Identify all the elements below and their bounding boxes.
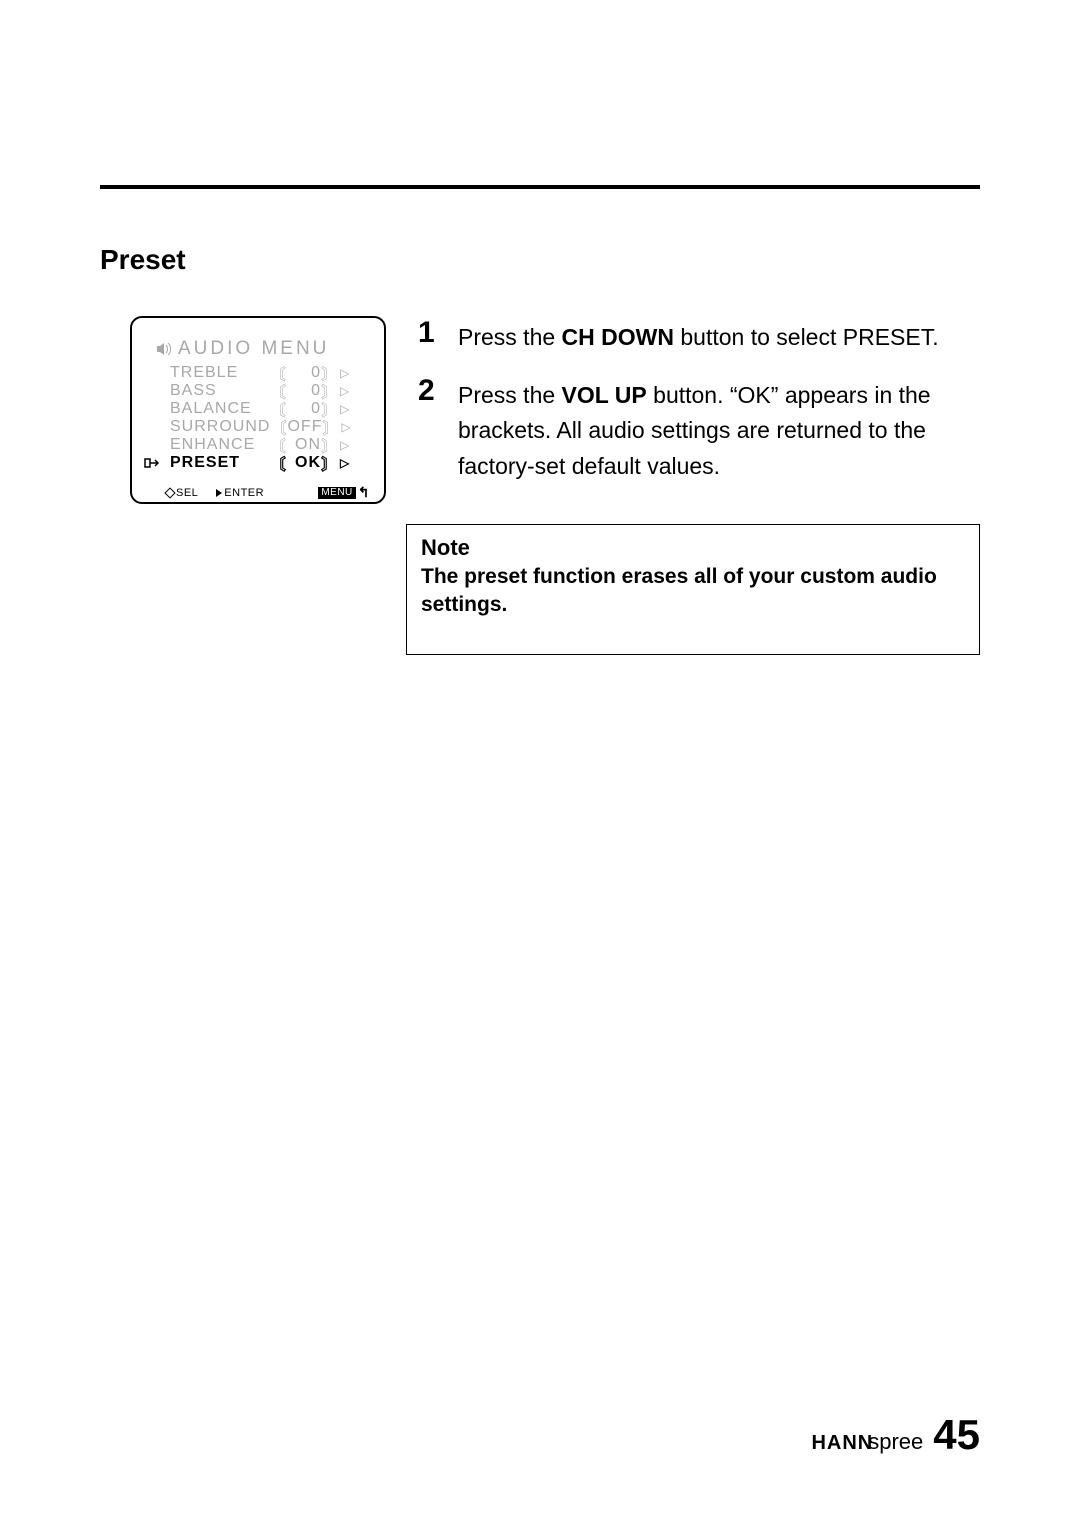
- step-text-bold: CH DOWN: [562, 324, 674, 350]
- arrow-right-icon: ▷: [338, 438, 350, 452]
- note-title: Note: [421, 535, 965, 561]
- bracket-right: 〙: [321, 451, 338, 475]
- bracket-left: 〘: [270, 451, 287, 475]
- brand-name-light: spree: [868, 1429, 923, 1454]
- step-text-pre: Press the: [458, 324, 562, 350]
- hint-enter: ENTER: [216, 487, 264, 499]
- menu-item-value: ON: [287, 436, 321, 454]
- brand-name-bold: HANN: [811, 1432, 873, 1454]
- arrow-right-icon: ▷: [338, 366, 350, 380]
- menu-item-value: OK: [287, 454, 321, 472]
- pointer-icon: [144, 456, 160, 470]
- arrow-right-icon: ▷: [338, 384, 350, 398]
- section-title: Preset: [100, 244, 186, 276]
- page-footer: HANNspree 45: [811, 1411, 980, 1459]
- audio-menu-list: TREBLE 〘 0 〙 ▷ BASS 〘 0 〙 ▷ BALANCE 〘 0 …: [146, 364, 370, 472]
- menu-item-label: ENHANCE: [170, 436, 270, 454]
- note-body: The preset function erases all of your c…: [421, 563, 965, 620]
- menu-item-value: OFF: [287, 418, 322, 436]
- menu-item-value: 0: [287, 382, 321, 400]
- step-number: 1: [418, 318, 440, 356]
- audio-menu-header: AUDIO MENU: [146, 338, 370, 360]
- step-text: Press the VOL UP button. “OK” appears in…: [458, 376, 980, 485]
- note-box: Note The preset function erases all of y…: [406, 524, 980, 655]
- menu-item-label: TREBLE: [170, 364, 270, 382]
- audio-menu-box: AUDIO MENU TREBLE 〘 0 〙 ▷ BASS 〘 0 〙 ▷ B…: [130, 316, 386, 504]
- step-2: 2 Press the VOL UP button. “OK” appears …: [418, 376, 980, 485]
- menu-item-label: BALANCE: [170, 400, 270, 418]
- audio-menu-title: AUDIO MENU: [178, 338, 329, 360]
- step-text-bold: VOL UP: [562, 382, 647, 408]
- arrow-right-icon: ▷: [339, 420, 351, 434]
- return-arrow-icon: ↰: [358, 484, 370, 501]
- instruction-steps: 1 Press the CH DOWN button to select PRE…: [418, 318, 980, 505]
- menu-badge: MENU: [318, 487, 355, 499]
- horizontal-rule: [100, 185, 980, 189]
- step-1: 1 Press the CH DOWN button to select PRE…: [418, 318, 980, 356]
- step-text-pre: Press the: [458, 382, 562, 408]
- step-number: 2: [418, 376, 440, 485]
- menu-item-label: SURROUND: [170, 418, 270, 436]
- diamond-icon: [164, 487, 175, 498]
- arrow-right-icon: ▷: [338, 456, 350, 470]
- step-text-post: button to select PRESET.: [674, 324, 939, 350]
- hint-menu: MENU ↰: [318, 484, 370, 501]
- arrow-right-icon: ▷: [338, 402, 350, 416]
- hint-enter-label: ENTER: [224, 487, 264, 499]
- hint-sel-label: SEL: [176, 487, 198, 499]
- menu-hints: SEL ENTER MENU ↰: [146, 484, 370, 501]
- speaker-icon: [156, 342, 172, 356]
- step-text: Press the CH DOWN button to select PRESE…: [458, 318, 939, 356]
- hint-sel: SEL: [166, 487, 198, 499]
- page-number: 45: [933, 1411, 980, 1459]
- menu-item-label: PRESET: [170, 454, 270, 472]
- menu-item-label: BASS: [170, 382, 270, 400]
- triangle-right-icon: [216, 489, 222, 497]
- menu-item-preset[interactable]: PRESET 〘 OK 〙 ▷: [170, 454, 370, 472]
- menu-item-value: 0: [287, 364, 321, 382]
- menu-item-value: 0: [287, 400, 321, 418]
